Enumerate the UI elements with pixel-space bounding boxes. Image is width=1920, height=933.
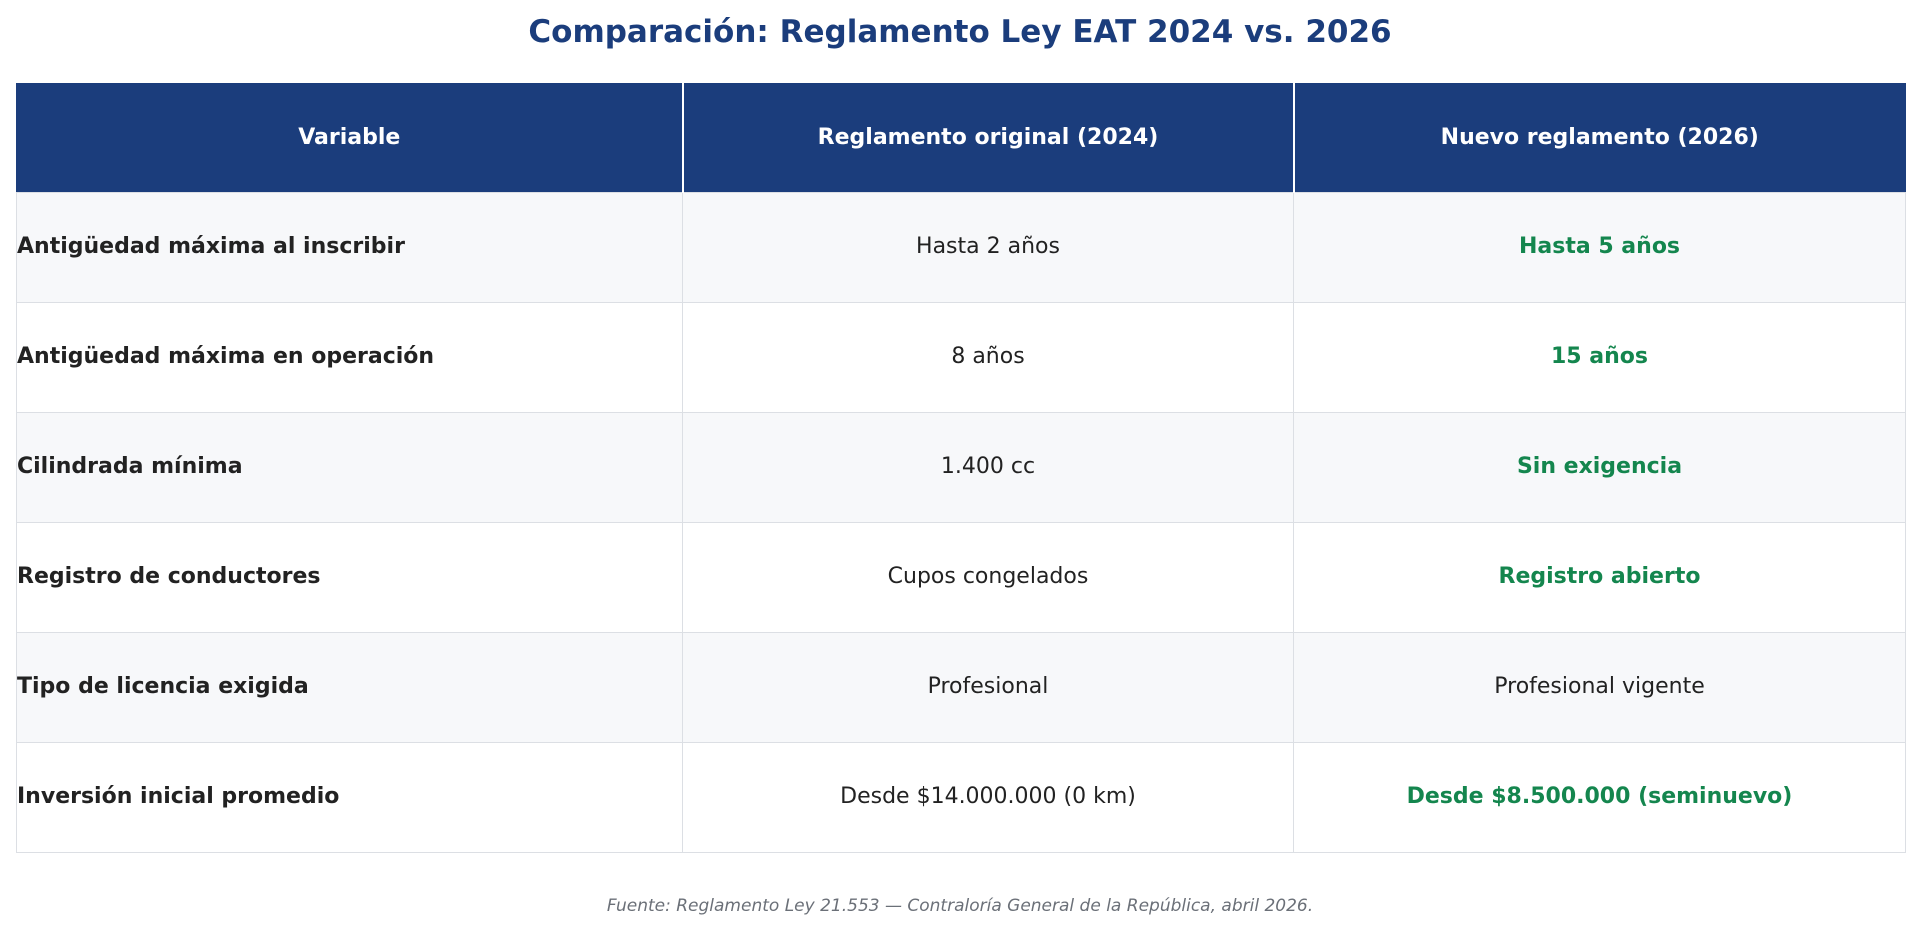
table-row: Inversión inicial promedio Desde $14.000… [16,742,1906,853]
cell-original: Cupos congelados [682,522,1294,633]
cell-original: 8 años [682,302,1294,413]
column-header-original: Reglamento original (2024) [681,83,1295,193]
cell-variable: Cilindrada mínima [16,412,683,523]
source-note: Fuente: Reglamento Ley 21.553 — Contralo… [606,896,1314,916]
cell-variable: Antigüedad máxima en operación [16,302,683,413]
cell-variable: Registro de conductores [16,522,683,633]
table-body: Antigüedad máxima al inscribir Hasta 2 a… [16,192,1906,853]
cell-nuevo: Hasta 5 años [1293,192,1906,303]
table-row: Tipo de licencia exigida Profesional Pro… [16,632,1906,743]
column-header-nuevo: Nuevo reglamento (2026) [1292,83,1906,193]
cell-original: 1.400 cc [682,412,1294,523]
cell-original: Profesional [682,632,1294,743]
cell-original: Desde $14.000.000 (0 km) [682,742,1294,853]
cell-nuevo: Desde $8.500.000 (seminuevo) [1293,742,1906,853]
cell-original: Hasta 2 años [682,192,1294,303]
cell-variable: Inversión inicial promedio [16,742,683,853]
cell-variable: Tipo de licencia exigida [16,632,683,743]
chart-title: Comparación: Reglamento Ley EAT 2024 vs.… [528,14,1392,50]
table-row: Cilindrada mínima 1.400 cc Sin exigencia [16,412,1906,523]
column-header-variable: Variable [16,83,684,193]
comparison-table: Variable Reglamento original (2024) Nuev… [16,83,1906,853]
table-row: Antigüedad máxima en operación 8 años 15… [16,302,1906,413]
table-header-row: Variable Reglamento original (2024) Nuev… [16,83,1906,193]
cell-nuevo: Profesional vigente [1293,632,1906,743]
table-row: Antigüedad máxima al inscribir Hasta 2 a… [16,192,1906,303]
table-row: Registro de conductores Cupos congelados… [16,522,1906,633]
cell-nuevo: 15 años [1293,302,1906,413]
cell-variable: Antigüedad máxima al inscribir [16,192,683,303]
cell-nuevo: Sin exigencia [1293,412,1906,523]
cell-nuevo: Registro abierto [1293,522,1906,633]
